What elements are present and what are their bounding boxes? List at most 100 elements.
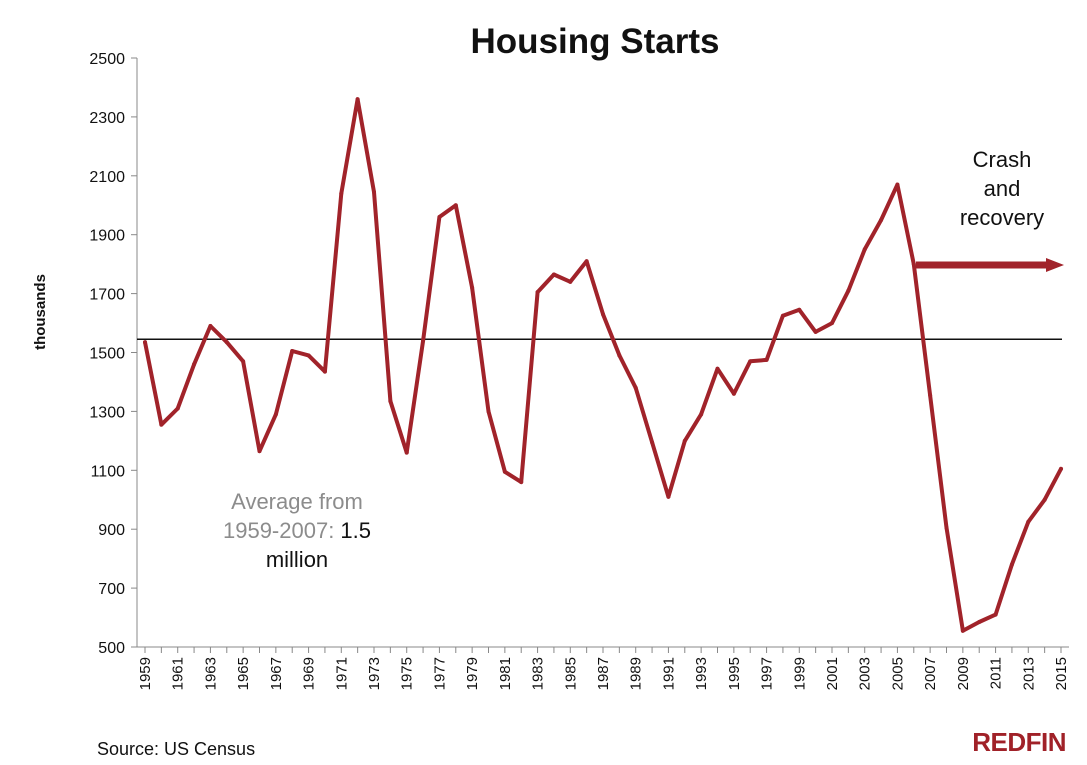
data-point: [437, 215, 442, 220]
data-point: [306, 353, 311, 358]
y-tick-label: 2100: [89, 169, 125, 186]
data-point: [584, 259, 589, 264]
data-point: [143, 340, 147, 345]
data-point: [453, 203, 458, 208]
data-point: [339, 191, 344, 196]
data-point: [911, 262, 916, 267]
data-point: [404, 450, 409, 455]
x-tick-label: 1979: [464, 657, 481, 690]
y-axis-label: thousands: [32, 274, 49, 350]
y-tick-label: 900: [98, 522, 125, 539]
data-point: [208, 323, 213, 328]
x-tick-label: 1977: [431, 657, 448, 690]
x-tick-label: 2015: [1053, 657, 1070, 690]
x-tick-label: 1989: [628, 657, 645, 690]
series-group: [143, 97, 1063, 633]
data-point: [993, 612, 998, 617]
data-point: [273, 412, 278, 417]
data-point: [421, 338, 426, 343]
data-point: [502, 469, 507, 474]
data-point: [780, 313, 785, 318]
x-tick-label: 2003: [857, 657, 874, 690]
redfin-logo: REDFIN: [972, 727, 1066, 757]
y-tick-label: 1500: [89, 346, 125, 363]
x-tick-label: 1985: [562, 657, 579, 690]
x-tick-label: 1999: [791, 657, 808, 690]
data-point: [879, 217, 884, 222]
data-point: [1009, 562, 1014, 567]
y-tick-label: 1100: [91, 463, 126, 480]
y-tick-label: 1700: [89, 287, 125, 304]
x-tick-label: 1969: [301, 657, 318, 690]
data-point: [355, 97, 360, 102]
crash-arrow: [916, 258, 1064, 272]
data-point: [960, 628, 965, 633]
chart-title: Housing Starts: [471, 22, 720, 61]
crash-annotation-line3: recovery: [960, 205, 1044, 230]
data-point: [601, 312, 605, 317]
data-point: [322, 369, 327, 374]
crash-annotation-line1: Crash: [973, 147, 1032, 172]
data-point: [1059, 466, 1063, 471]
data-point: [748, 359, 753, 364]
data-point: [617, 353, 622, 358]
data-point: [977, 619, 982, 624]
data-point: [486, 409, 491, 414]
data-point: [797, 307, 802, 312]
data-point: [830, 321, 834, 326]
data-point: [519, 480, 524, 485]
data-point: [666, 494, 671, 499]
source-note: Source: US Census: [97, 739, 255, 759]
average-annotation-line2: 1959-2007: 1.5: [223, 518, 371, 543]
y-tick-label: 700: [98, 581, 125, 598]
x-tick-label: 2011: [988, 657, 1005, 689]
data-point: [731, 391, 736, 396]
y-tick-label: 500: [98, 640, 125, 657]
data-point: [895, 182, 900, 187]
x-tick-label: 1959: [137, 657, 154, 690]
data-point: [764, 357, 769, 362]
x-tick-label: 2005: [889, 657, 906, 690]
data-point: [944, 525, 949, 530]
x-tick-label: 2009: [955, 657, 972, 690]
data-point: [862, 247, 867, 252]
x-tick-label: 1983: [530, 657, 547, 690]
x-tick-label: 2013: [1020, 657, 1037, 690]
x-tick-label: 1991: [660, 657, 677, 690]
x-tick-label: 1967: [268, 657, 285, 690]
x-tick-label: 2007: [922, 657, 939, 690]
data-point: [699, 412, 704, 417]
data-point: [650, 440, 655, 445]
data-point: [1026, 519, 1031, 524]
data-point: [846, 288, 851, 293]
average-annotation-value: 1.5: [334, 518, 371, 543]
data-point: [290, 349, 295, 354]
x-tick-label: 1981: [497, 657, 514, 690]
y-axis: 2500 2300 2100 1900 1700 1500 1300 1100 900 700 50…: [89, 51, 138, 657]
crash-annotation-line2: and: [984, 176, 1021, 201]
data-point: [813, 329, 818, 334]
data-point: [1042, 497, 1047, 502]
x-tick-label: 1975: [399, 657, 416, 690]
x-tick-label: 1997: [759, 657, 776, 690]
x-tick-label: 1971: [333, 657, 350, 690]
data-point: [224, 340, 229, 345]
average-annotation-line1: Average from: [231, 489, 363, 514]
data-point: [159, 422, 164, 427]
x-tick-label: 1993: [693, 657, 710, 690]
data-point: [175, 406, 180, 411]
x-tick-label: 1987: [595, 657, 612, 690]
data-point: [535, 290, 540, 295]
x-tick-label: 2001: [824, 657, 841, 690]
data-point: [568, 279, 573, 284]
y-tick-label: 1300: [89, 404, 125, 421]
y-tick-label: 2500: [89, 51, 125, 68]
average-annotation-years: 1959-2007:: [223, 518, 334, 543]
data-point: [715, 366, 720, 371]
data-point: [551, 272, 556, 277]
x-tick-label: 1965: [235, 657, 252, 690]
x-tick-label: 1963: [202, 657, 219, 690]
data-point: [470, 285, 475, 290]
crash-arrow-head: [1046, 258, 1064, 272]
